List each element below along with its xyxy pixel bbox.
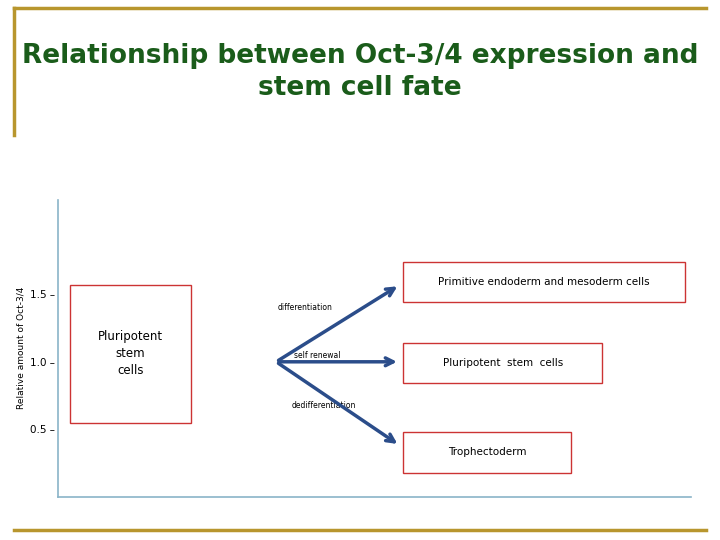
Text: Pluripotent
stem
cells: Pluripotent stem cells	[98, 330, 163, 377]
Text: dedifferentiation: dedifferentiation	[292, 401, 356, 410]
Bar	[403, 343, 603, 383]
Text: differentiation: differentiation	[277, 303, 332, 312]
Text: Trophectoderm: Trophectoderm	[448, 447, 526, 457]
Bar	[403, 432, 571, 472]
Text: Pluripotent  stem  cells: Pluripotent stem cells	[443, 358, 563, 368]
Bar	[403, 262, 685, 302]
Text: self renewal: self renewal	[294, 352, 341, 361]
Y-axis label: Relative amount of Oct-3/4: Relative amount of Oct-3/4	[17, 287, 25, 409]
Text: Primitive endoderm and mesoderm cells: Primitive endoderm and mesoderm cells	[438, 277, 650, 287]
Text: Relationship between Oct-3/4 expression and
stem cell fate: Relationship between Oct-3/4 expression …	[22, 43, 698, 101]
Bar	[71, 285, 191, 422]
